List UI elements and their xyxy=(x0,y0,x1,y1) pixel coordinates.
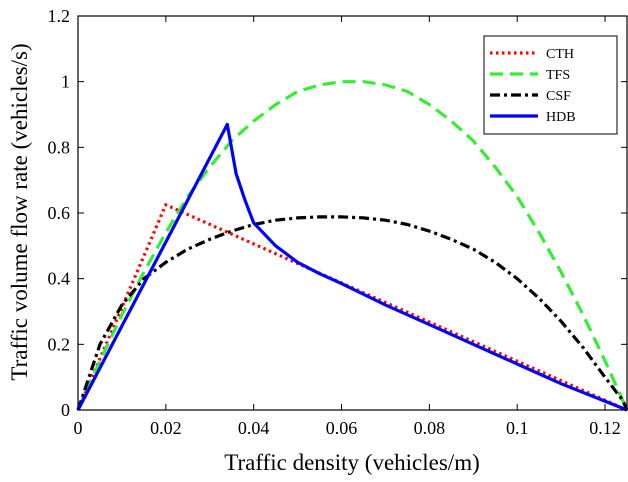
y-tick-label: 0.2 xyxy=(48,334,71,354)
legend-label-tfs: TFS xyxy=(546,68,570,83)
legend: CTH TFS CSF HDB xyxy=(483,35,618,135)
x-tick-label: 0.12 xyxy=(589,418,621,438)
y-axis-label: Traffic volume flow rate (vehicles/s) xyxy=(7,43,32,380)
axes-layer: 0 0.02 0.04 0.06 0.08 0.1 0.12 0 0.2 0.4 0.6 0.8 1 1.… xyxy=(48,6,628,438)
y-tick-label: 0 xyxy=(61,400,70,420)
series-line-hdb xyxy=(76,122,628,412)
x-axis-label: Traffic density (vehicles/m) xyxy=(224,450,480,475)
series-line-tfs xyxy=(76,80,628,411)
series-line-csf xyxy=(76,215,628,411)
series-layer xyxy=(76,80,628,412)
legend-label-hdb: HDB xyxy=(546,110,576,125)
y-tick-label: 1 xyxy=(61,72,70,92)
y-tick-label: 0.4 xyxy=(48,269,71,289)
x-tick-label: 0.02 xyxy=(150,418,182,438)
y-tick-label: 1.2 xyxy=(48,6,71,26)
legend-box xyxy=(483,35,618,135)
legend-label-csf: CSF xyxy=(546,89,571,104)
y-tick-label: 0.6 xyxy=(48,203,71,223)
x-tick-label: 0.06 xyxy=(326,418,358,438)
legend-label-cth: CTH xyxy=(546,47,574,62)
x-tick-label: 0.08 xyxy=(414,418,446,438)
x-tick-label: 0.1 xyxy=(506,418,529,438)
y-tick-label: 0.8 xyxy=(48,137,71,157)
series-line-cth xyxy=(76,203,628,412)
x-tick-label: 0 xyxy=(74,418,83,438)
x-tick-label: 0.04 xyxy=(238,418,270,438)
